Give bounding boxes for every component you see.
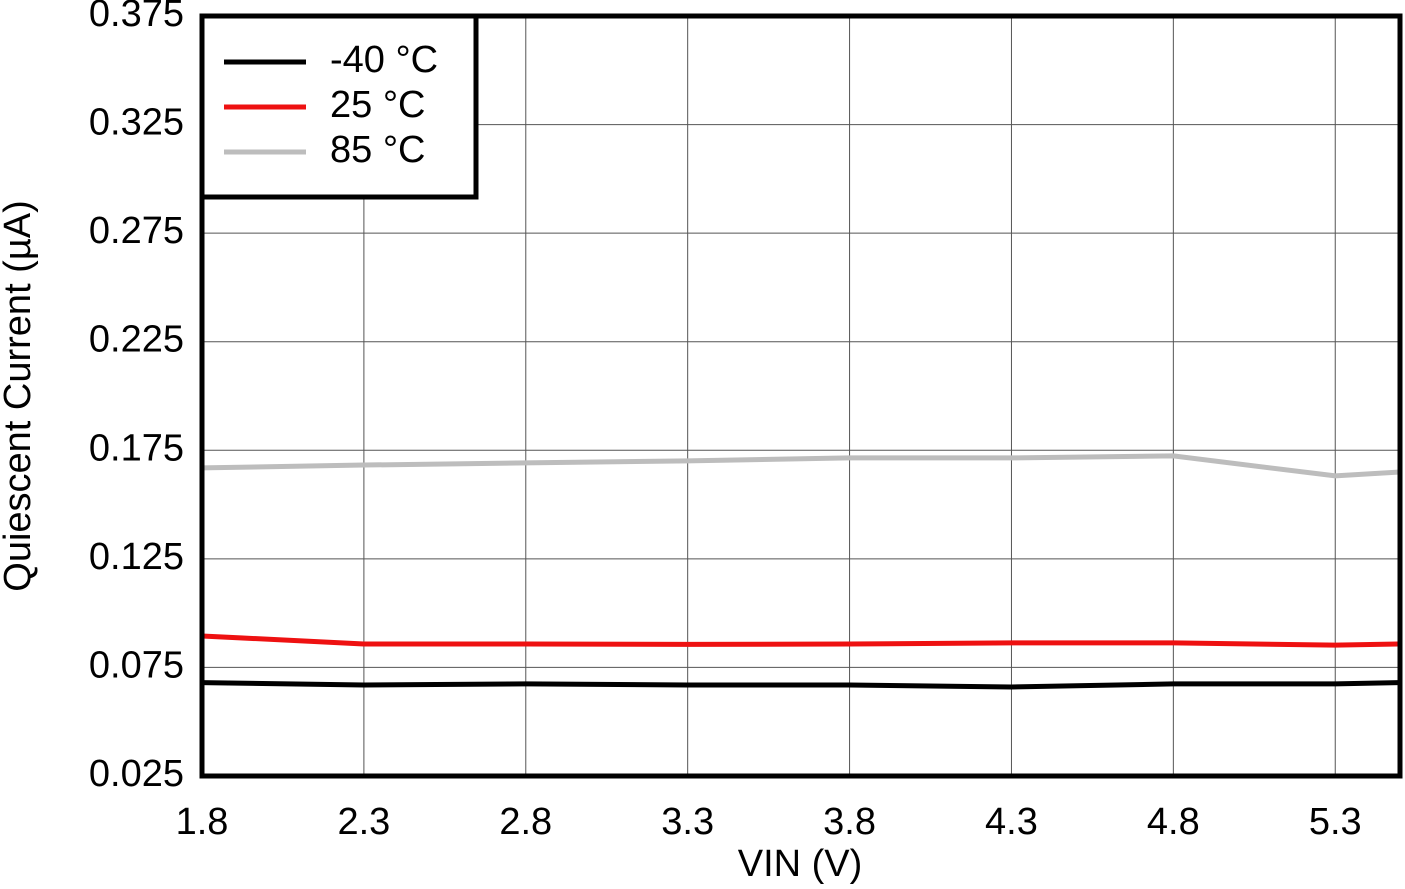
legend-label: 25 °C [330, 84, 425, 126]
series-line [201, 680, 1401, 690]
x-tick-label: 4.8 [1147, 801, 1200, 843]
x-tick-label: 1.8 [176, 801, 229, 843]
y-tick-label: 0.125 [89, 536, 184, 578]
y-tick-label: 0.175 [89, 427, 184, 469]
series-line [201, 633, 1401, 648]
y-tick-label: 0.025 [89, 753, 184, 795]
y-tick-label: 0.375 [89, 0, 184, 35]
y-tick-label: 0.225 [89, 319, 184, 361]
y-tick-label: 0.075 [89, 644, 184, 686]
legend-label: -40 °C [330, 39, 438, 81]
x-tick-label: 4.3 [985, 801, 1038, 843]
y-axis-label: Quiescent Current (µA) [0, 200, 39, 591]
x-axis-label: VIN (V) [738, 843, 863, 885]
y-tick-label: 0.325 [89, 102, 184, 144]
x-tick-label: 3.8 [823, 801, 876, 843]
x-tick-label: 3.3 [661, 801, 714, 843]
legend-label: 85 °C [330, 129, 425, 171]
y-tick-label: 0.275 [89, 210, 184, 252]
series-line [201, 453, 1401, 479]
x-tick-label: 5.3 [1309, 801, 1362, 843]
plot-frame [199, 13, 1403, 779]
x-tick-label: 2.3 [337, 801, 390, 843]
x-tick-label: 2.8 [499, 801, 552, 843]
